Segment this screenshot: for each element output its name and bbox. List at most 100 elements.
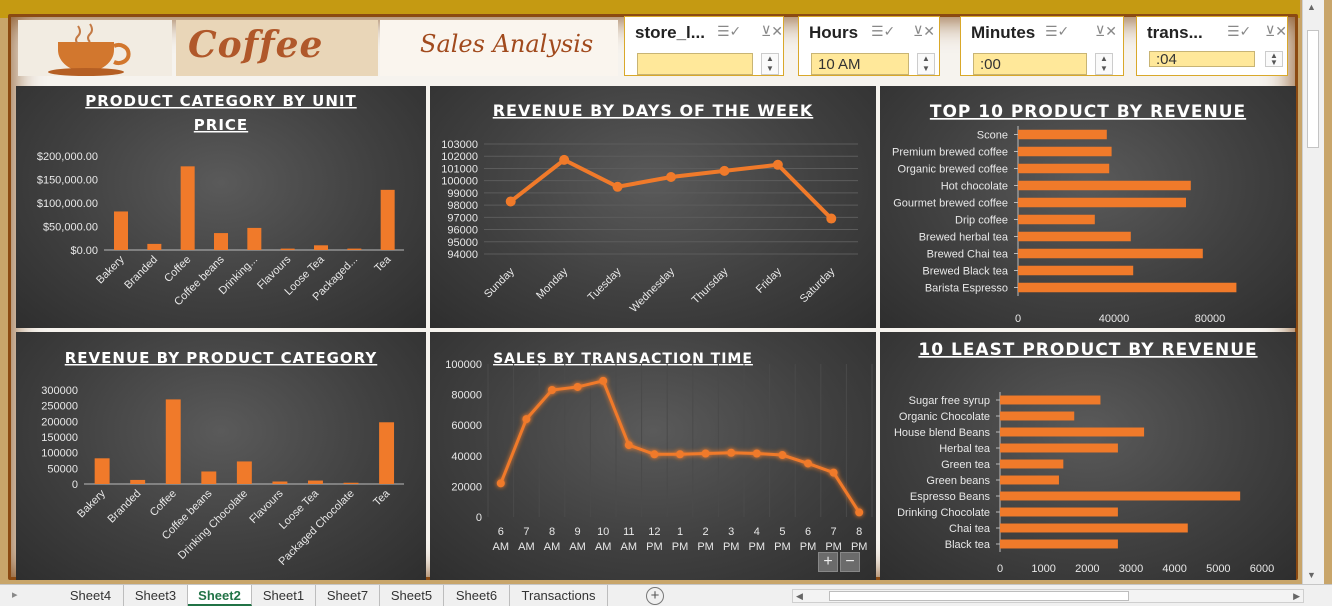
x-tick-label: Thursday xyxy=(690,265,731,306)
x-tick-label: 10 xyxy=(597,526,609,538)
slicer-scroll[interactable]: ▲ ▼ xyxy=(1095,53,1113,75)
chart-category-revenue[interactable]: REVENUE BY PRODUCT CATEGORY 300000 250000 2… xyxy=(16,332,426,580)
bar xyxy=(1018,129,1107,140)
chart-title: SALES BY TRANSACTION TIME xyxy=(493,351,753,367)
x-tick-label: 12 xyxy=(648,526,660,538)
y-tick-label: 102000 xyxy=(441,151,478,163)
slicer-item[interactable]: :00 xyxy=(973,53,1087,75)
bar xyxy=(130,479,146,484)
chart-least-10-products[interactable]: 10 LEAST PRODUCT BY REVENUE Sugar free sy… xyxy=(880,332,1296,580)
chart-transaction-time[interactable]: SALES BY TRANSACTION TIME 100000 80000 6000… xyxy=(430,332,876,580)
data-point xyxy=(772,159,783,170)
bar xyxy=(165,399,181,484)
y-tick-label: House blend Beans xyxy=(894,427,991,439)
slicer-store-location[interactable]: store_l... ☰✓ ⊻✕ ▲ ▼ xyxy=(624,16,784,76)
slicer-scroll[interactable]: ▲ ▼ xyxy=(917,53,935,75)
x-tick-label: 7 xyxy=(523,526,529,538)
chart-svg: SALES BY TRANSACTION TIME 100000 80000 6000… xyxy=(445,351,873,553)
slicer-scroll[interactable]: ▲ ▼ xyxy=(761,53,779,75)
bar xyxy=(1000,491,1241,501)
data-point xyxy=(855,508,864,517)
y-tick-label: Green tea xyxy=(941,459,991,471)
clear-filter-icon[interactable]: ⊻✕ xyxy=(1265,23,1287,39)
x-tick-label: AM xyxy=(569,541,586,553)
x-tick-label: Coffee xyxy=(162,254,193,285)
y-tick-label: $200,000.00 xyxy=(37,151,98,163)
y-tick-label: Espresso Beans xyxy=(910,491,991,503)
sheet-tab-transactions[interactable]: Transactions xyxy=(510,585,608,606)
slicer-item[interactable]: :04 xyxy=(1149,51,1255,67)
slicer-minutes[interactable]: Minutes ☰✓ ⊻✕ :00 ▲ ▼ xyxy=(960,16,1124,76)
chart-top-10-products[interactable]: TOP 10 PRODUCT BY REVENUE Scone Premium br… xyxy=(880,86,1296,328)
scroll-thumb[interactable] xyxy=(1307,30,1319,148)
x-tick-label: 1000 xyxy=(1031,563,1055,575)
y-tick-label: 40000 xyxy=(451,451,482,463)
slicer-item[interactable] xyxy=(637,53,753,75)
page-title: Sales Analysis xyxy=(420,30,594,58)
coffee-logo: Coffee xyxy=(176,20,378,76)
chart-unit-price[interactable]: PRODUCT CATEGORY BY UNIT PRICE $200,000.00… xyxy=(16,86,426,328)
slicer-title: trans... xyxy=(1147,23,1203,42)
y-tick-label: Barista Espresso xyxy=(925,283,1008,295)
sheet-tab-sheet3[interactable]: Sheet3 xyxy=(124,585,188,606)
y-tick-label: Drip coffee xyxy=(955,215,1008,227)
scroll-thumb[interactable] xyxy=(829,591,1129,601)
multi-select-icon[interactable]: ☰✓ xyxy=(717,23,742,39)
bar xyxy=(1018,197,1186,208)
x-tick-label: 0 xyxy=(997,563,1003,575)
chart-title: 10 LEAST PRODUCT BY REVENUE xyxy=(918,340,1257,360)
y-tick-label: Organic Chocolate xyxy=(899,411,990,423)
y-tick-label: 300000 xyxy=(41,385,78,397)
x-tick-label: PM xyxy=(774,541,791,553)
sheet-tab-sheet7[interactable]: Sheet7 xyxy=(316,585,380,606)
data-point xyxy=(778,451,787,460)
x-tick-label: 1 xyxy=(677,526,683,538)
bar xyxy=(343,482,359,484)
x-tick-label: Branded xyxy=(122,254,160,292)
slicer-transaction[interactable]: trans... ☰✓ ⊻✕ :04 ▲ ▼ xyxy=(1136,16,1288,76)
slicer-scroll[interactable]: ▲ ▼ xyxy=(1265,51,1283,67)
data-point xyxy=(727,448,736,457)
vertical-scrollbar[interactable]: ▲ ▼ xyxy=(1302,0,1324,584)
slicer-item[interactable]: 10 AM xyxy=(811,53,909,75)
bar xyxy=(1018,163,1110,174)
y-tick-label: $100,000.00 xyxy=(37,198,98,210)
y-tick-label: Brewed herbal tea xyxy=(919,232,1009,244)
sheet-tab-sheet6[interactable]: Sheet6 xyxy=(444,585,510,606)
x-tick-label: PM xyxy=(825,541,842,553)
multi-select-icon[interactable]: ☰✓ xyxy=(1227,23,1252,39)
y-tick-label: Black tea xyxy=(945,539,991,551)
bar xyxy=(1018,214,1095,225)
x-tick-label: 7 xyxy=(831,526,837,538)
zoom-out-button[interactable]: − xyxy=(840,552,860,572)
sheet-tab-sheet4[interactable]: Sheet4 xyxy=(58,585,124,606)
multi-select-icon[interactable]: ☰✓ xyxy=(871,23,896,39)
x-tick-label: 3 xyxy=(728,526,734,538)
sheet-tab-sheet2[interactable]: Sheet2 xyxy=(188,585,252,606)
y-tick-label: Scone xyxy=(977,130,1008,142)
y-tick-label: 50000 xyxy=(47,463,78,475)
clear-filter-icon[interactable]: ⊻✕ xyxy=(913,23,935,39)
y-tick-label: Organic brewed coffee xyxy=(898,164,1008,176)
scroll-down-icon[interactable]: ▼ xyxy=(1307,570,1316,580)
x-tick-label: Friday xyxy=(754,265,784,295)
bar xyxy=(1018,248,1203,259)
add-sheet-icon[interactable]: + xyxy=(646,587,664,605)
slicer-hours[interactable]: Hours ☰✓ ⊻✕ 10 AM ▲ ▼ xyxy=(798,16,940,76)
clear-filter-icon[interactable]: ⊻✕ xyxy=(1095,23,1117,39)
bar xyxy=(1000,523,1188,533)
multi-select-icon[interactable]: ☰✓ xyxy=(1045,23,1070,39)
tab-scroll-left-icon[interactable]: ▸ xyxy=(12,589,18,601)
sheet-tab-sheet5[interactable]: Sheet5 xyxy=(380,585,444,606)
scroll-right-icon[interactable]: ▶ xyxy=(1293,591,1300,601)
data-point xyxy=(666,172,676,182)
scroll-left-icon[interactable]: ◀ xyxy=(796,591,803,601)
chart-days-of-week[interactable]: REVENUE BY DAYS OF THE WEEK 103000 102000 1… xyxy=(430,86,876,328)
clear-filter-icon[interactable]: ⊻✕ xyxy=(761,23,783,39)
sheet-tab-sheet1[interactable]: Sheet1 xyxy=(252,585,316,606)
data-point xyxy=(752,449,761,458)
zoom-in-button[interactable]: + xyxy=(818,552,838,572)
x-tick-label: 3000 xyxy=(1119,563,1143,575)
horizontal-scrollbar[interactable]: ◀ ▶ xyxy=(792,589,1304,603)
scroll-up-icon[interactable]: ▲ xyxy=(1307,2,1316,12)
